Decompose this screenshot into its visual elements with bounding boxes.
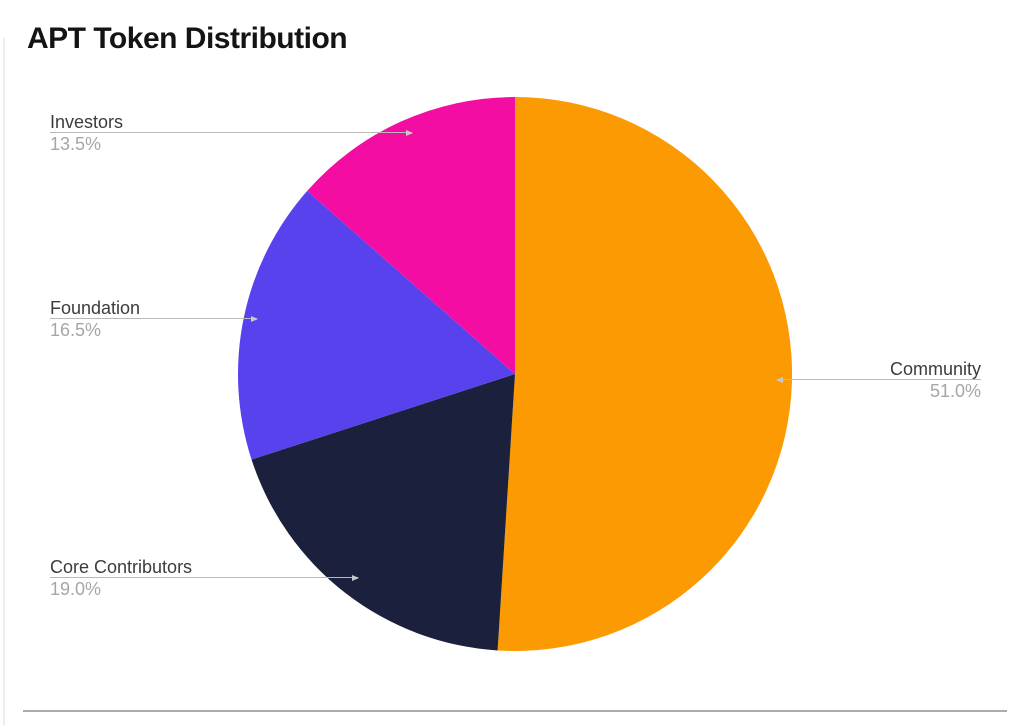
slice-label-community: Community 51.0% — [890, 359, 981, 401]
page-edge-divider — [3, 38, 5, 725]
bottom-divider — [23, 710, 1007, 712]
pie-slice-investors — [307, 97, 515, 374]
slice-label-core-contributors: Core Contributors 19.0% — [50, 557, 192, 599]
pie-slice-community — [497, 97, 792, 651]
leader-arrow-icon — [251, 315, 258, 322]
chart-title: APT Token Distribution — [27, 22, 348, 55]
pie-slice-foundation — [238, 190, 516, 460]
slice-label-percent: 16.5% — [50, 320, 102, 340]
slice-label-name: Core Contributors — [50, 557, 193, 577]
slice-label-percent: 19.0% — [50, 579, 102, 599]
leader-arrow-icon — [406, 129, 413, 136]
leader-arrow-icon — [776, 376, 783, 383]
pie-chart — [238, 97, 792, 651]
slice-label-name: Investors — [50, 112, 124, 132]
leader-line-foundation — [50, 315, 258, 322]
slice-label-name: Community — [889, 359, 981, 379]
leader-arrow-icon — [352, 574, 359, 581]
slice-label-investors: Investors 13.5% — [50, 112, 123, 154]
pie-slice-core-contributors — [251, 374, 515, 651]
pie-svg — [238, 97, 792, 651]
slice-label-foundation: Foundation 16.5% — [50, 298, 140, 340]
leader-line-core-contributors — [50, 574, 359, 581]
leader-line-investors — [50, 129, 413, 136]
leader-line-community — [776, 376, 981, 383]
slice-label-percent: 13.5% — [50, 134, 102, 154]
slice-label-percent: 51.0% — [929, 381, 981, 401]
slice-label-name: Foundation — [50, 298, 141, 318]
